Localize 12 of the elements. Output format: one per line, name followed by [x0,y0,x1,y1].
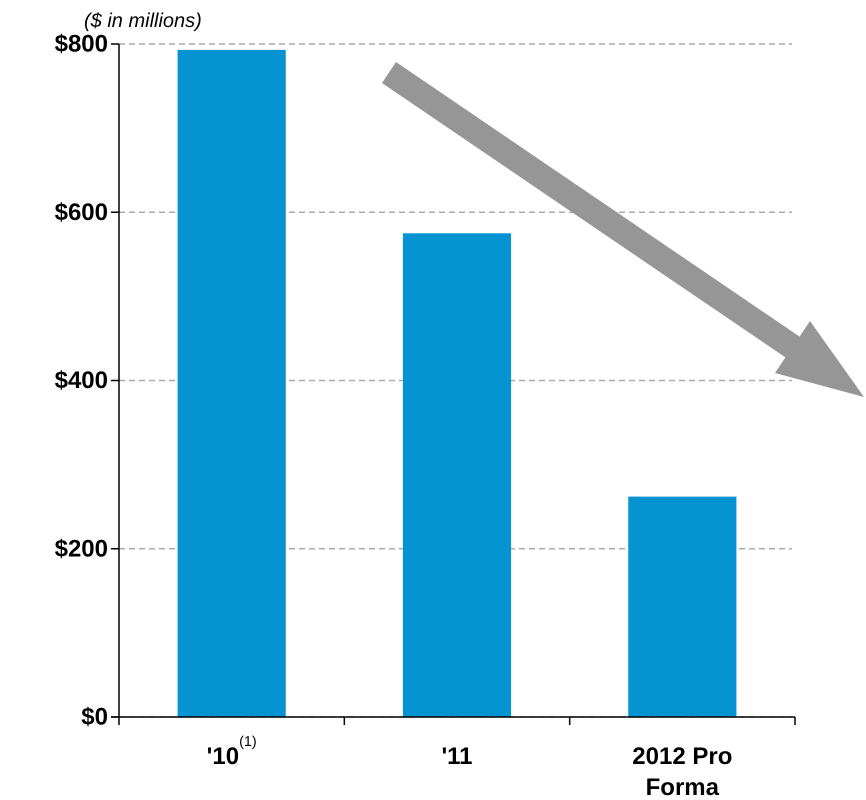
y-tick-label: $200 [54,535,108,562]
y-tick-label: $0 [81,704,108,731]
bar [402,233,512,717]
bar [178,50,286,717]
y-tick-label: $800 [54,30,108,58]
bar [628,496,736,717]
x-tick-label: 2012 Pro Forma [632,743,732,800]
y-tick-label: $600 [54,198,108,226]
x-tick-label: '11 [441,743,473,770]
y-tick-label: $400 [54,367,108,394]
x-tick-label: '10$^{(1)}$ [206,734,257,770]
y-axis-title: ($ in millions) [84,10,202,32]
